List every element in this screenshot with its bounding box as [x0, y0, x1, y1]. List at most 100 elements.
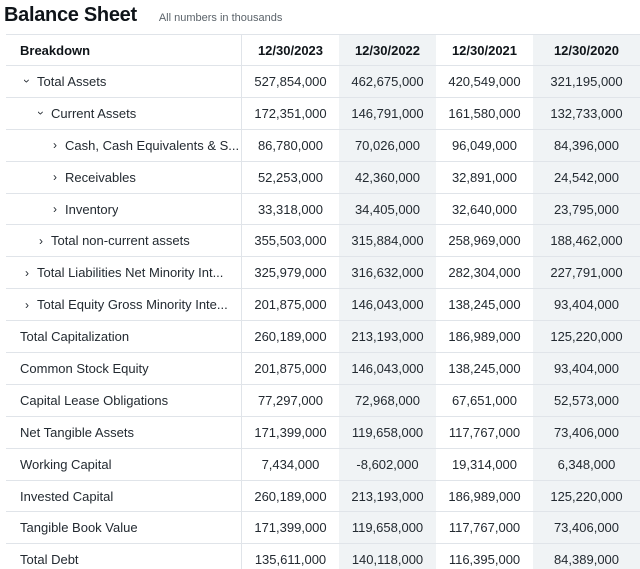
row-label-text: Net Tangible Assets	[20, 424, 134, 440]
value-cell: 34,405,000	[339, 193, 436, 225]
value-cell: 84,396,000	[533, 129, 640, 161]
expand-chevron-icon[interactable]: ›	[39, 233, 43, 248]
row-label-text: Capital Lease Obligations	[20, 392, 169, 408]
value-cell: 84,389,000	[533, 544, 640, 569]
value-cell: 420,549,000	[448, 73, 521, 89]
breakdown-header: Breakdown	[6, 35, 242, 65]
value-cell: 23,795,000	[533, 193, 640, 225]
value-cell: 227,791,000	[533, 257, 640, 289]
row-label[interactable]: › Cash, Cash Equivalents & S...	[6, 129, 242, 161]
value-cell: 260,189,000	[254, 488, 327, 504]
value-cell: 70,026,000	[339, 129, 436, 161]
expand-chevron-icon[interactable]: ›	[53, 138, 57, 153]
value-cell: 32,640,000	[451, 201, 518, 217]
value-cell: 96,049,000	[451, 137, 518, 153]
value-cell: 260,189,000	[254, 329, 327, 345]
value-cell: 201,875,000	[254, 297, 327, 313]
collapse-chevron-icon[interactable]: ›	[20, 79, 34, 84]
value-cell: 32,891,000	[451, 169, 518, 185]
row-label-text: Total Equity Gross Minority Inte...	[37, 297, 228, 313]
balance-sheet-table: Breakdown 12/30/2023 12/30/2022 12/30/20…	[6, 34, 640, 569]
row-label-text: Working Capital	[20, 456, 112, 472]
value-cell: 138,245,000	[448, 297, 521, 313]
row-label[interactable]: › Total Liabilities Net Minority Int...	[6, 257, 242, 289]
value-cell: 33,318,000	[257, 201, 324, 217]
value-cell: 67,651,000	[451, 392, 518, 408]
table-row: Working Capital 7,434,000 -8,602,000 19,314…	[6, 448, 640, 481]
value-cell: 73,406,000	[533, 416, 640, 448]
row-label: Working Capital	[6, 448, 242, 480]
date-header: 12/30/2023	[257, 42, 324, 58]
value-cell: 146,043,000	[339, 289, 436, 321]
value-cell: 201,875,000	[254, 360, 327, 376]
value-cell: 77,297,000	[257, 392, 324, 408]
row-label: Total Capitalization	[6, 321, 242, 353]
row-label[interactable]: › Inventory	[6, 193, 242, 225]
row-label[interactable]: › Current Assets	[6, 97, 242, 129]
row-label-text: Total non-current assets	[51, 233, 190, 249]
row-label-text: Invested Capital	[20, 488, 114, 504]
row-label-text: Tangible Book Value	[20, 520, 138, 536]
value-cell: 6,348,000	[533, 448, 640, 480]
value-cell: 24,542,000	[533, 161, 640, 193]
row-label[interactable]: › Total Equity Gross Minority Inte...	[6, 289, 242, 321]
table-row: Invested Capital 260,189,000 213,193,000 18…	[6, 480, 640, 513]
value-cell: 527,854,000	[254, 73, 327, 89]
page-header: Balance Sheet All numbers in thousands	[4, 0, 282, 34]
row-label: Net Tangible Assets	[6, 416, 242, 448]
value-cell: 117,767,000	[448, 424, 521, 440]
row-label-text: Inventory	[65, 201, 119, 217]
expand-chevron-icon[interactable]: ›	[25, 297, 29, 312]
row-label: Tangible Book Value	[6, 512, 242, 544]
expand-chevron-icon[interactable]: ›	[25, 265, 29, 280]
value-cell: 93,404,000	[533, 289, 640, 321]
row-label-text: Common Stock Equity	[20, 360, 149, 376]
value-cell: 52,253,000	[257, 169, 324, 185]
row-label: Common Stock Equity	[6, 353, 242, 384]
table-row[interactable]: › Receivables 52,253,000 42,360,000 32,891,0…	[6, 161, 640, 194]
value-cell: 172,351,000	[254, 105, 327, 121]
value-cell: 355,503,000	[254, 233, 327, 249]
value-cell: 119,658,000	[339, 512, 436, 544]
value-cell: 325,979,000	[254, 265, 327, 281]
value-cell: 186,989,000	[448, 329, 521, 345]
value-cell: 73,406,000	[533, 512, 640, 544]
table-row: Total Debt 135,611,000 140,118,000 116,395,…	[6, 544, 640, 569]
value-cell: 135,611,000	[254, 552, 327, 568]
date-header: 12/30/2022	[339, 35, 436, 65]
table-row[interactable]: › Cash, Cash Equivalents & S... 86,780,000…	[6, 129, 640, 162]
table-row[interactable]: › Current Assets 172,351,000 146,791,000 161…	[6, 97, 640, 130]
row-label: Total Debt	[6, 544, 242, 569]
value-cell: -8,602,000	[339, 448, 436, 480]
row-label[interactable]: › Total Assets	[6, 66, 242, 97]
expand-chevron-icon[interactable]: ›	[53, 170, 57, 185]
row-label-text: Current Assets	[51, 105, 137, 121]
value-cell: 171,399,000	[254, 520, 327, 536]
value-cell: 315,884,000	[339, 225, 436, 257]
collapse-chevron-icon[interactable]: ›	[34, 111, 48, 116]
table-row[interactable]: › Total non-current assets 355,503,000 315,…	[6, 225, 640, 258]
value-cell: 7,434,000	[261, 456, 320, 472]
value-cell: 462,675,000	[339, 66, 436, 97]
table-row[interactable]: › Total Equity Gross Minority Inte... 201,…	[6, 289, 640, 322]
row-label[interactable]: › Total non-current assets	[6, 225, 242, 257]
table-row[interactable]: › Inventory 33,318,000 34,405,000 32,640,000…	[6, 193, 640, 226]
row-label-text: Cash, Cash Equivalents & S...	[65, 137, 240, 153]
value-cell: 93,404,000	[533, 353, 640, 384]
value-cell: 116,395,000	[448, 552, 521, 568]
table-row: Common Stock Equity 201,875,000 146,043,00…	[6, 353, 640, 385]
value-cell: 132,733,000	[533, 97, 640, 129]
table-row[interactable]: › Total Assets 527,854,000 462,675,000 420,5…	[6, 66, 640, 98]
value-cell: 146,791,000	[339, 97, 436, 129]
table-row: Tangible Book Value 171,399,000 119,658,00…	[6, 512, 640, 545]
row-label[interactable]: › Receivables	[6, 161, 242, 193]
expand-chevron-icon[interactable]: ›	[53, 202, 57, 216]
date-header: 12/30/2020	[533, 35, 640, 65]
value-cell: 321,195,000	[533, 66, 640, 97]
value-cell: 213,193,000	[339, 321, 436, 353]
table-row[interactable]: › Total Liabilities Net Minority Int... 32…	[6, 257, 640, 290]
date-header: 12/30/2021	[451, 42, 518, 58]
units-note: All numbers in thousands	[158, 12, 283, 24]
row-label-text: Total Debt	[20, 552, 79, 568]
value-cell: 125,220,000	[533, 480, 640, 512]
